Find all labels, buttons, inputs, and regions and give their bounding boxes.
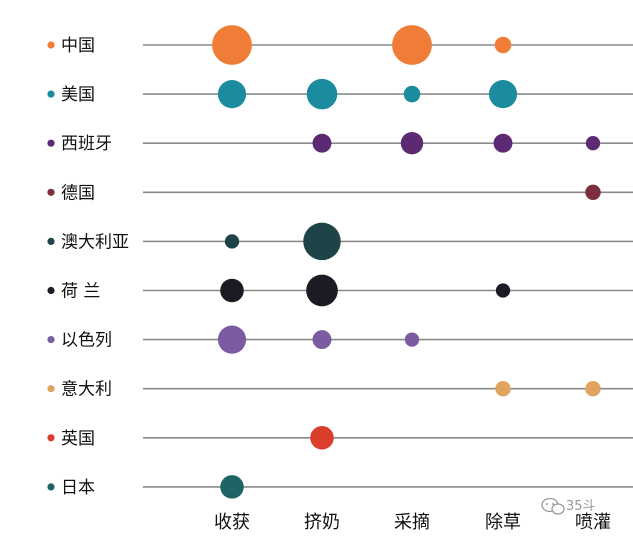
bubble-point	[212, 25, 252, 65]
bubble-point	[585, 380, 601, 397]
bubble-point	[312, 330, 332, 350]
bubble-point	[400, 132, 424, 155]
row-label: 美国	[61, 85, 95, 105]
column-label: 喷灌	[575, 512, 611, 533]
bubble-point	[493, 133, 513, 153]
row-label: 澳大利亚	[61, 232, 129, 252]
legend-marker	[47, 41, 55, 49]
bubble-point	[310, 426, 334, 450]
column-label: 收获	[214, 512, 250, 533]
chart-row: 日本	[47, 475, 633, 499]
bubble-point	[312, 133, 332, 153]
row-label: 日本	[61, 478, 95, 498]
row-label: 德国	[61, 183, 95, 203]
watermark: 35斗	[541, 497, 596, 515]
legend-marker	[47, 483, 55, 491]
row-label: 以色列	[61, 331, 112, 351]
watermark-text: 35斗	[566, 499, 596, 514]
row-label: 西班牙	[61, 134, 112, 154]
legend-marker	[47, 385, 55, 393]
column-labels: 收获 挤奶 采摘 除草 喷灌	[214, 512, 611, 533]
column-label: 采摘	[394, 512, 430, 533]
legend-marker	[47, 139, 55, 147]
bubble-point	[585, 136, 601, 151]
legend-marker	[47, 237, 55, 245]
column-label: 挤奶	[304, 512, 340, 533]
bubble-point	[306, 78, 338, 110]
row-label: 中国	[61, 36, 95, 56]
chart-row: 以色列	[47, 325, 633, 354]
chart-row: 英国	[47, 426, 633, 450]
chart-row: 美国	[47, 78, 633, 110]
chart-row: 中国	[47, 25, 633, 65]
row-label: 英国	[61, 429, 95, 449]
legend-marker	[47, 336, 55, 344]
bubble-point	[303, 222, 341, 261]
chart-row: 荷 兰	[47, 274, 633, 307]
legend-marker	[47, 286, 55, 295]
chart-row: 意大利	[47, 380, 633, 400]
bubble-point	[217, 325, 247, 354]
wechat-icon	[541, 497, 565, 515]
bubble-point	[495, 283, 511, 298]
bubble-point	[403, 85, 421, 103]
bubble-point	[217, 80, 247, 109]
row-label: 意大利	[61, 380, 112, 400]
row-label: 荷 兰	[61, 282, 100, 302]
bubble-point	[488, 80, 518, 109]
legend-marker	[47, 188, 55, 196]
bubble-point	[404, 332, 420, 347]
legend-marker	[47, 90, 55, 98]
legend-marker	[47, 434, 55, 442]
column-label: 除草	[485, 512, 521, 533]
bubble-point	[220, 278, 244, 303]
bubble-point	[494, 36, 512, 54]
bubble-point	[306, 274, 338, 307]
chart-row: 澳大利亚	[47, 222, 633, 261]
bubble-point	[392, 25, 432, 65]
bubble-point	[224, 234, 240, 249]
bubble-point	[585, 184, 601, 201]
bubble-point	[495, 380, 511, 397]
chart-row: 德国	[47, 183, 633, 203]
chart-row: 西班牙	[47, 132, 633, 155]
bubble-point	[220, 475, 244, 499]
